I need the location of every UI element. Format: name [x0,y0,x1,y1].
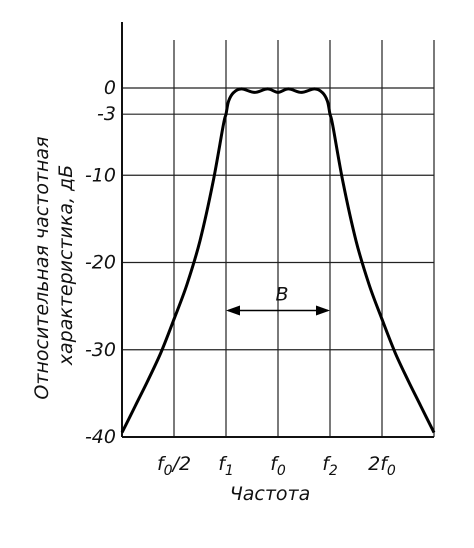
grid [122,40,435,438]
y-tick-label: 0 [104,77,116,99]
y-tick-label: -40 [85,426,116,448]
y-axis-title: Относительная частотная характеристика, … [31,130,77,399]
bandwidth-label: B [275,283,288,305]
bandwidth-arrow-left-head [226,305,240,316]
y-tick-label: -30 [85,339,116,361]
y-tick-label: -10 [85,164,116,186]
y-axis-title-line-1: Относительная частотная [31,136,53,399]
y-axis-title-line-2: характеристика, дБ [55,165,77,366]
axes [121,22,434,438]
x-axis-title: Частота [230,483,311,505]
y-tick-label: -3 [97,103,116,125]
bandwidth-arrow-right-head [316,305,330,316]
x-tick-labels: f0/2 f1 f0 f2 2f0 [157,453,396,479]
x-tick-label: f0/2 [157,453,191,479]
x-tick-label: f2 [322,453,338,479]
y-tick-label: -20 [85,252,116,274]
x-tick-label: f0 [270,453,286,479]
bandwidth-annotation: B [226,283,330,316]
response-curve [120,87,436,434]
y-tick-labels: 0 -3 -10 -20 -30 -40 [85,77,116,448]
x-tick-label: f1 [218,453,234,479]
x-tick-label: 2f0 [368,453,396,479]
response-curve-layer [120,87,436,434]
